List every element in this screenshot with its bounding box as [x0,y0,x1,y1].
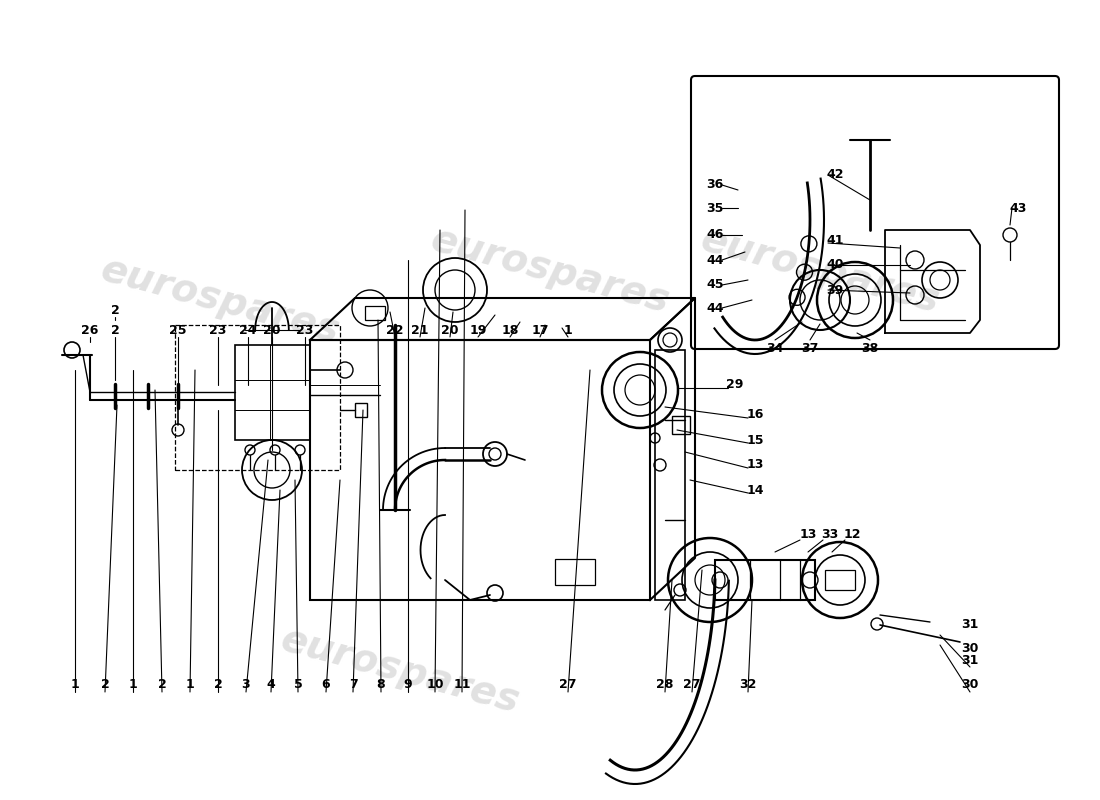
Text: 2: 2 [100,678,109,691]
Text: 3: 3 [242,678,251,691]
Text: 41: 41 [826,234,844,246]
Text: 19: 19 [470,323,486,337]
Bar [825,570,855,590]
Bar [715,560,815,600]
Text: 1: 1 [563,323,572,337]
Text: 18: 18 [502,323,519,337]
Text: 20: 20 [263,323,280,337]
Text: 42: 42 [826,169,844,182]
Text: 38: 38 [861,342,879,354]
Text: 21: 21 [411,323,429,337]
Text: 44: 44 [706,254,724,266]
Text: 13: 13 [746,458,763,471]
Text: 14: 14 [746,483,763,497]
Text: 27: 27 [683,678,701,691]
Bar [310,340,650,600]
Text: 4: 4 [266,678,275,691]
Bar [175,325,340,470]
Text: 17: 17 [531,323,549,337]
Bar [556,559,595,585]
Text: eurospares: eurospares [97,250,343,350]
Text: 11: 11 [453,678,471,691]
Text: eurospares: eurospares [276,620,524,720]
Text: 31: 31 [961,654,979,666]
Text: 45: 45 [706,278,724,291]
Text: 30: 30 [961,678,979,691]
Text: 15: 15 [746,434,763,446]
Text: 2: 2 [111,323,120,337]
Bar [654,350,685,600]
Text: 43: 43 [1010,202,1026,214]
Text: 22: 22 [386,323,404,337]
Text: 2: 2 [111,303,120,317]
Text: 25: 25 [169,323,187,337]
Text: 23: 23 [296,323,314,337]
Text: 24: 24 [240,323,256,337]
Text: 12: 12 [844,529,860,542]
Text: 40: 40 [826,258,844,271]
Text: 1: 1 [186,678,195,691]
Text: 8: 8 [376,678,385,691]
Text: 36: 36 [706,178,724,191]
Text: 26: 26 [81,323,99,337]
Text: 13: 13 [800,529,816,542]
Text: 35: 35 [706,202,724,214]
Text: 46: 46 [706,229,724,242]
Text: 9: 9 [404,678,412,691]
Text: eurospares: eurospares [696,220,944,320]
Text: 33: 33 [822,529,838,542]
Text: 5: 5 [294,678,302,691]
Bar [355,403,367,417]
Text: 39: 39 [826,283,844,297]
Text: 2: 2 [213,678,222,691]
Text: 16: 16 [746,409,763,422]
Text: 37: 37 [801,342,818,354]
Text: 29: 29 [726,378,744,391]
Text: 32: 32 [739,678,757,691]
Text: 10: 10 [427,678,443,691]
Text: 1: 1 [70,678,79,691]
Bar [365,306,385,320]
Text: 20: 20 [441,323,459,337]
Text: 2: 2 [157,678,166,691]
Text: 28: 28 [657,678,673,691]
Text: 6: 6 [321,678,330,691]
Text: 31: 31 [961,618,979,631]
Text: 27: 27 [559,678,576,691]
Text: eurospares: eurospares [427,220,673,320]
Text: 23: 23 [209,323,227,337]
Text: 44: 44 [706,302,724,314]
Text: 30: 30 [961,642,979,654]
Text: 34: 34 [767,342,783,354]
Text: 1: 1 [129,678,138,691]
Text: 7: 7 [349,678,358,691]
Bar [235,345,310,440]
Bar [672,416,690,434]
